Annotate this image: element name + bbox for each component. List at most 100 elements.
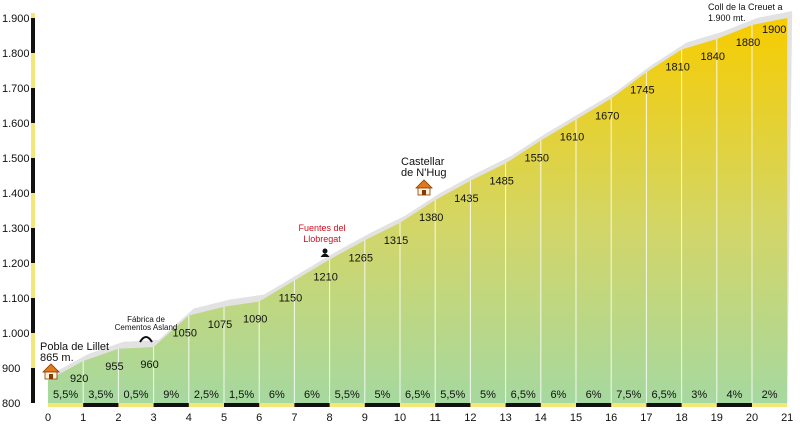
gradient-label: 9% xyxy=(163,389,179,401)
y-tick-label: 1.300 xyxy=(2,223,30,235)
elevation-label: 1550 xyxy=(525,153,549,165)
village-label-line2: de N'Hug xyxy=(401,167,447,179)
gradient-label: 6,5% xyxy=(511,389,536,401)
gradient-label: 7,5% xyxy=(616,389,641,401)
x-tick-label: 17 xyxy=(640,412,652,424)
y-tick-label: 1.100 xyxy=(2,293,30,305)
x-tick-label: 20 xyxy=(746,412,758,424)
y-tick-label: 900 xyxy=(2,363,20,375)
y-tick-label: 1.400 xyxy=(2,188,30,200)
x-tick-label: 13 xyxy=(499,412,511,424)
y-axis-segment xyxy=(31,298,35,333)
y-tick-label: 1.700 xyxy=(2,83,30,95)
elevation-label: 1435 xyxy=(454,193,478,205)
x-tick-label: 16 xyxy=(605,412,617,424)
x-axis-segment xyxy=(83,403,119,407)
elevation-label: 1670 xyxy=(595,111,619,123)
elevation-label: 960 xyxy=(140,359,158,371)
gradient-label: 2,5% xyxy=(194,389,219,401)
elevation-label: 1150 xyxy=(279,293,303,305)
x-tick-label: 7 xyxy=(291,412,297,424)
factory-label-line2: Cementos Asland xyxy=(115,323,178,332)
springs-label-line1: Fuentes del xyxy=(298,223,345,233)
x-tick-label: 3 xyxy=(151,412,157,424)
x-axis-segment xyxy=(224,403,260,407)
x-axis-segment xyxy=(153,403,189,407)
gradient-label: 6,5% xyxy=(405,389,430,401)
elevation-label: 920 xyxy=(70,373,88,385)
x-tick-label: 15 xyxy=(570,412,582,424)
gradient-label: 6% xyxy=(586,389,602,401)
gradient-label: 5% xyxy=(374,389,390,401)
summit-label-altitude: 1.900 mt. xyxy=(708,13,746,23)
gradient-label: 5% xyxy=(480,389,496,401)
y-tick-label: 1.800 xyxy=(2,48,30,60)
elevation-label: 1210 xyxy=(313,272,337,284)
gradient-label: 6% xyxy=(304,389,320,401)
gradient-label: 4% xyxy=(726,389,742,401)
elevation-label: 1880 xyxy=(736,37,760,49)
elevation-label: 1315 xyxy=(384,235,408,247)
y-tick-label: 800 xyxy=(2,398,20,410)
elevation-label: 955 xyxy=(105,361,123,373)
x-axis-segment xyxy=(576,403,612,407)
y-tick-label: 1.200 xyxy=(2,258,30,270)
gradient-label: 5,5% xyxy=(440,389,465,401)
gradient-label: 5,5% xyxy=(53,389,78,401)
elevation-label: 1380 xyxy=(419,212,443,224)
x-tick-label: 0 xyxy=(45,412,51,424)
elevation-label: 1810 xyxy=(665,62,689,74)
x-tick-label: 11 xyxy=(429,412,440,424)
gradient-label: 3,5% xyxy=(88,389,113,401)
start-label-altitude: 865 m. xyxy=(40,352,74,364)
summit-label-name: Coll de la Creuet a xyxy=(708,2,783,12)
elevation-label: 1485 xyxy=(489,175,513,187)
village-house-icon xyxy=(415,179,433,196)
y-axis-segment xyxy=(31,228,35,263)
x-tick-label: 4 xyxy=(186,412,192,424)
x-tick-label: 14 xyxy=(535,412,547,424)
gradient-label: 6% xyxy=(550,389,566,401)
x-tick-label: 21 xyxy=(781,412,793,424)
x-tick-label: 1 xyxy=(80,412,86,424)
x-axis-segment xyxy=(505,403,541,407)
factory-label-line1: Fábrica de xyxy=(127,315,165,324)
springs-label-line2: Llobregat xyxy=(303,234,341,244)
y-axis-segment xyxy=(31,18,35,53)
y-tick-label: 1.000 xyxy=(2,328,30,340)
x-tick-label: 18 xyxy=(675,412,687,424)
start-label-name: Pobla de Lillet xyxy=(40,341,109,353)
x-tick-label: 10 xyxy=(394,412,406,424)
y-tick-label: 1.900 xyxy=(2,13,30,25)
elevation-label: 1050 xyxy=(173,328,197,340)
y-tick-label: 1.600 xyxy=(2,118,30,130)
elevation-label: 1090 xyxy=(243,314,267,326)
elevation-label: 1265 xyxy=(349,252,373,264)
x-tick-label: 9 xyxy=(362,412,368,424)
gradient-label: 2% xyxy=(762,389,778,401)
x-tick-label: 19 xyxy=(711,412,723,424)
y-axis-segment xyxy=(31,158,35,193)
x-tick-label: 6 xyxy=(256,412,262,424)
factory-arch-icon xyxy=(139,336,153,343)
x-tick-label: 5 xyxy=(221,412,227,424)
village-label-line1: Castellar xyxy=(401,156,445,168)
gradient-label: 1,5% xyxy=(229,389,254,401)
village-house-icon xyxy=(42,363,60,380)
elevation-label: 1745 xyxy=(630,84,654,96)
x-tick-label: 2 xyxy=(115,412,121,424)
spring-icon xyxy=(320,248,330,257)
x-tick-label: 12 xyxy=(464,412,476,424)
x-axis-segment xyxy=(294,403,330,407)
elevation-label: 1840 xyxy=(701,51,725,63)
elevation-label: 1900 xyxy=(762,24,786,36)
y-axis-segment xyxy=(31,88,35,123)
x-axis-band xyxy=(48,403,788,407)
elevation-label: 1075 xyxy=(208,319,232,331)
y-tick-label: 1.500 xyxy=(2,153,30,165)
y-axis-segment xyxy=(31,368,35,403)
x-axis-segment xyxy=(646,403,682,407)
gradient-label: 3% xyxy=(691,389,707,401)
elevation-area xyxy=(48,18,788,403)
